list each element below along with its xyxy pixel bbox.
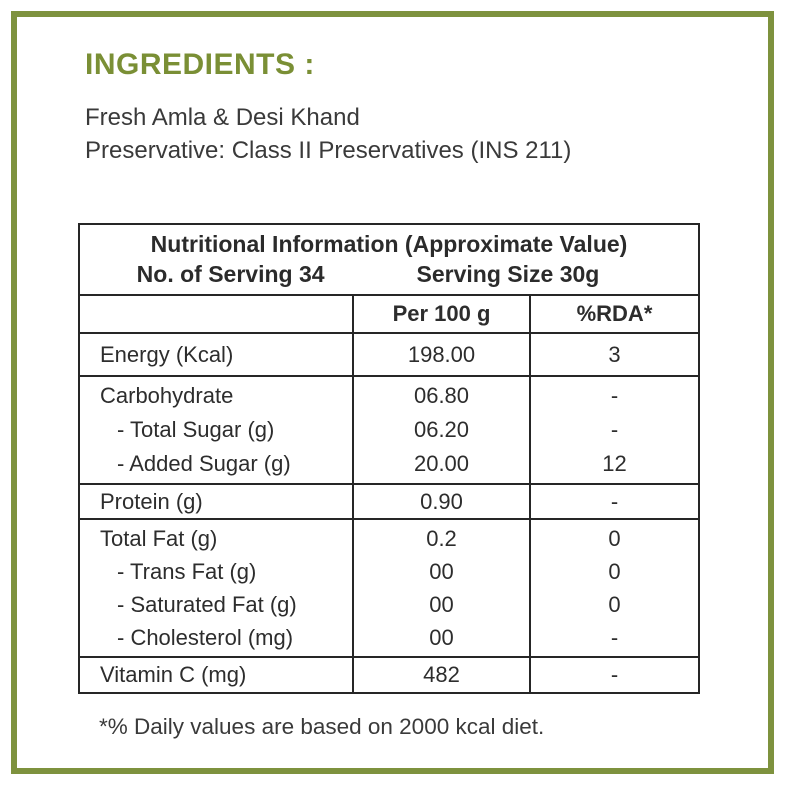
nutrition-table-header: Nutritional Information (Approximate Val… bbox=[80, 225, 698, 296]
table-row-carbohydrate-group: Carbohydrate - Total Sugar (g) - Added S… bbox=[80, 375, 698, 483]
serving-size: Serving Size 30g bbox=[416, 261, 600, 287]
row-rda-cell: - bbox=[529, 658, 698, 692]
serving-info-row: No. of Serving 34 Serving Size 30g bbox=[80, 261, 698, 288]
row-rda-cell: - - 12 bbox=[529, 377, 698, 483]
row-label-cell: Vitamin C (mg) bbox=[100, 662, 247, 687]
row-per100-cell: 198.00 bbox=[352, 334, 529, 375]
green-frame-border bbox=[11, 11, 774, 774]
row-rda-cell: 0 0 0 - bbox=[529, 520, 698, 656]
row-rda-cell: 3 bbox=[529, 334, 698, 375]
table-row-fat-group: Total Fat (g) - Trans Fat (g) - Saturate… bbox=[80, 518, 698, 656]
ingredients-line-2: Preservative: Class II Preservatives (IN… bbox=[85, 137, 572, 164]
row-per100-cell: 482 bbox=[352, 658, 529, 692]
row-per100-cell: 0.90 bbox=[352, 485, 529, 518]
ingredients-line-1: Fresh Amla & Desi Khand bbox=[85, 104, 360, 131]
column-header-empty bbox=[80, 296, 352, 332]
table-row-energy: Energy (Kcal) 198.00 3 bbox=[80, 332, 698, 375]
column-header-row: Per 100 g %RDA* bbox=[80, 296, 698, 332]
ingredients-text: Fresh Amla & Desi Khand Preservative: Cl… bbox=[85, 101, 571, 167]
daily-values-footnote: *% Daily values are based on 2000 kcal d… bbox=[99, 714, 545, 739]
table-title: Nutritional Information (Approximate Val… bbox=[150, 231, 628, 257]
row-label-cell: Total Fat (g) - Trans Fat (g) - Saturate… bbox=[100, 526, 297, 650]
row-label-cell: Carbohydrate - Total Sugar (g) - Added S… bbox=[100, 383, 291, 476]
serving-count: No. of Serving 34 bbox=[136, 261, 325, 287]
ingredients-heading: INGREDIENTS : bbox=[85, 48, 315, 81]
table-row-protein: Protein (g) 0.90 - bbox=[80, 483, 698, 518]
nutrition-table: Nutritional Information (Approximate Val… bbox=[78, 223, 700, 694]
column-header-rda: %RDA* bbox=[529, 296, 698, 332]
row-per100-cell: 0.2 00 00 00 bbox=[352, 520, 529, 656]
row-per100-cell: 06.80 06.20 20.00 bbox=[352, 377, 529, 483]
table-row-vitamin-c: Vitamin C (mg) 482 - bbox=[80, 656, 698, 692]
row-rda-cell: - bbox=[529, 485, 698, 518]
row-label-cell: Energy (Kcal) bbox=[100, 341, 234, 367]
row-label-cell: Protein (g) bbox=[100, 488, 203, 514]
column-header-per100: Per 100 g bbox=[352, 296, 529, 332]
